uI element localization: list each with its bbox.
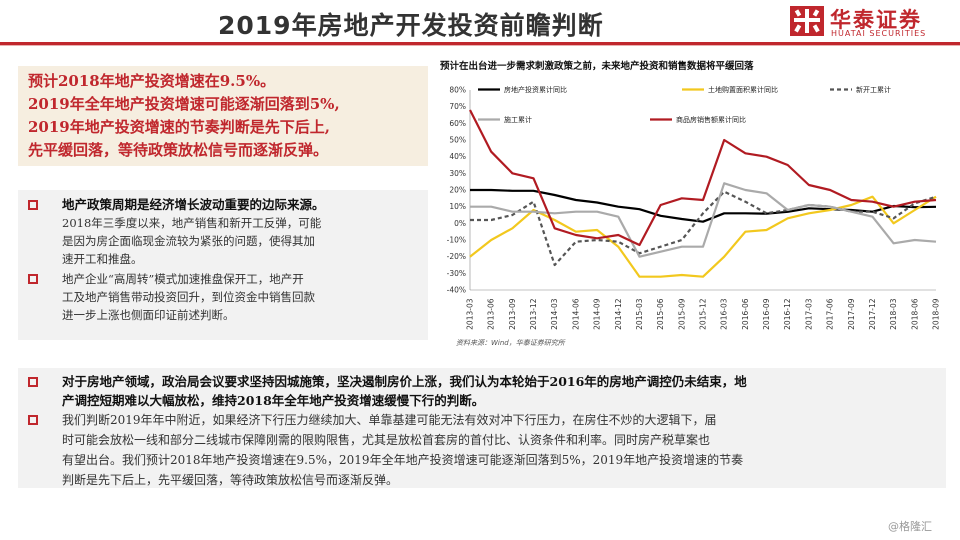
series-line bbox=[470, 190, 937, 267]
y-tick-label: -20% bbox=[447, 252, 466, 261]
highlight-box: 预计2018年地产投资增速在9.5%。 2019年全年地产投资增速可能逐渐回落到… bbox=[18, 66, 428, 166]
bullet-point: 我们判断2019年年中附近，如果经济下行压力继续加大、单靠基建可能无法有效对冲下… bbox=[28, 410, 936, 490]
series-line bbox=[469, 109, 937, 247]
bullet-point: 对于房地产领域，政治局会议要求坚持因城施策，坚决遏制房价上涨，我们认为本轮始于2… bbox=[28, 372, 936, 410]
bullet-body-line: 地产企业“高周转”模式加速推盘保开工，地产开 bbox=[62, 272, 304, 286]
x-tick-label: 2016-09 bbox=[762, 298, 771, 330]
highlight-line: 预计2018年地产投资增速在9.5%。 bbox=[28, 72, 276, 90]
brand-logo: 华泰证券 HUATAI SECURITIES bbox=[790, 4, 950, 40]
x-tick-label: 2013-12 bbox=[529, 298, 538, 330]
y-tick-label: -30% bbox=[447, 269, 466, 278]
y-tick-label: 40% bbox=[449, 152, 466, 161]
square-bullet-icon bbox=[28, 274, 38, 284]
square-bullet-icon bbox=[28, 377, 38, 387]
x-tick-label: 2016-06 bbox=[741, 298, 750, 330]
x-tick-label: 2017-12 bbox=[868, 298, 877, 330]
x-tick-label: 2017-06 bbox=[826, 298, 835, 330]
x-tick-label: 2015-06 bbox=[656, 298, 665, 330]
y-tick-label: 70% bbox=[449, 102, 466, 111]
highlight-line: 先平缓回落，等待政策放松信号而逐渐反弹。 bbox=[28, 141, 329, 159]
x-tick-label: 2017-09 bbox=[847, 298, 856, 330]
huatai-logo-icon bbox=[790, 6, 824, 36]
x-tick-label: 2014-03 bbox=[550, 298, 559, 330]
legend-label: 土地购置面积累计同比 bbox=[708, 85, 778, 94]
legend-label: 新开工累计 bbox=[856, 85, 891, 94]
y-tick-label: 10% bbox=[449, 202, 466, 211]
logo-text-en: HUATAI SECURITIES bbox=[831, 29, 927, 38]
legend-label: 房地产投资累计同比 bbox=[504, 85, 567, 94]
square-bullet-icon bbox=[28, 200, 38, 210]
x-tick-label: 2014-12 bbox=[614, 298, 623, 330]
x-tick-label: 2015-12 bbox=[699, 298, 708, 330]
bullet-body-line: 速开工和推盘。 bbox=[62, 252, 143, 266]
series-line bbox=[469, 195, 937, 278]
line-chart: 80% 70% 60% 50% 40% 30% 20% 10% 0% -10% -20% -30% -4… bbox=[447, 85, 941, 330]
bullet-body-line: 工及地产销售带动投资回升，到位资金中销售回款 bbox=[62, 290, 315, 304]
x-tick-label: 2018-09 bbox=[932, 298, 941, 330]
x-tick-label: 2014-06 bbox=[571, 298, 580, 330]
bullet-body-line: 有望出台。我们预计2018年地产投资增速在9.5%，2019年全年地产投资增速可… bbox=[62, 453, 744, 467]
x-tick-label: 2017-03 bbox=[804, 298, 813, 330]
y-tick-label: 30% bbox=[449, 169, 466, 178]
left-points-box: 地产政策周期是经济增长波动重要的边际来源。 2018年三季度以来，地产销售和新开… bbox=[18, 190, 428, 340]
bullet-body-line: 时可能会放松一线和部分二线城市保障刚需的限购限售，尤其是放松首套房的首付比、认资… bbox=[62, 433, 711, 447]
bottom-points-box: 对于房地产领域，政治局会议要求坚持因城施策，坚决遏制房价上涨，我们认为本轮始于2… bbox=[18, 368, 946, 488]
x-tick-label: 2018-03 bbox=[889, 298, 898, 330]
highlight-line: 2019年全年地产投资增速可能逐渐回落到5%, bbox=[28, 95, 340, 113]
y-tick-label: -10% bbox=[447, 236, 466, 245]
x-tick-label: 2015-03 bbox=[635, 298, 644, 330]
bullet-point: 地产政策周期是经济增长波动重要的边际来源。 2018年三季度以来，地产销售和新开… bbox=[28, 196, 420, 268]
bullet-heading: 对于房地产领域，政治局会议要求坚持因城施策，坚决遏制房价上涨，我们认为本轮始于2… bbox=[62, 374, 747, 389]
x-tick-label: 2016-03 bbox=[720, 298, 729, 330]
title-divider bbox=[0, 42, 960, 45]
highlight-line: 2019年地产投资增速的节奏判断是先下后上, bbox=[28, 118, 330, 136]
bullet-point: 地产企业“高周转”模式加速推盘保开工，地产开 工及地产销售带动投资回升，到位资金… bbox=[28, 270, 420, 324]
bullet-body-line: 进一步上涨也侧面印证前述判断。 bbox=[62, 308, 235, 322]
slide-title: 2019年房地产开发投资前瞻判断 bbox=[218, 11, 604, 40]
y-tick-label: 60% bbox=[449, 119, 466, 128]
series-line bbox=[470, 188, 937, 223]
logo-text-cn: 华泰证券 bbox=[830, 8, 922, 32]
x-tick-label: 2014-09 bbox=[593, 298, 602, 330]
y-tick-label: 80% bbox=[449, 86, 466, 95]
bullet-body-line: 是因为房企面临现金流较为紧张的问题，使得其加 bbox=[62, 234, 315, 248]
x-tick-label: 2018-06 bbox=[910, 298, 919, 330]
title-underline bbox=[0, 45, 960, 46]
y-tick-label: 0% bbox=[454, 219, 466, 228]
watermark: @格隆汇 bbox=[888, 520, 932, 533]
x-tick-label: 2013-06 bbox=[487, 298, 496, 330]
bullet-heading: 地产政策周期是经济增长波动重要的边际来源。 bbox=[62, 197, 325, 212]
x-tick-label: 2016-12 bbox=[783, 298, 792, 330]
bullet-body-line: 我们判断2019年年中附近，如果经济下行压力继续加大、单靠基建可能无法有效对冲下… bbox=[62, 413, 717, 427]
y-tick-label: 20% bbox=[449, 186, 466, 195]
y-tick-label: 50% bbox=[449, 136, 466, 145]
bullet-body-line: 判断是先下后上，先平缓回落，等待政策放松信号而逐渐反弹。 bbox=[62, 473, 399, 487]
x-tick-label: 2015-09 bbox=[677, 298, 686, 330]
chart-source: 资料来源：Wind，华泰证券研究所 bbox=[456, 339, 565, 347]
square-bullet-icon bbox=[28, 415, 38, 425]
x-tick-label: 2013-03 bbox=[466, 298, 475, 330]
x-tick-label: 2013-09 bbox=[508, 298, 517, 330]
bullet-body-line: 2018年三季度以来，地产销售和新开工反弹，可能 bbox=[62, 216, 322, 230]
y-tick-label: -40% bbox=[447, 286, 466, 295]
chart-title: 预计在出台进一步需求刺激政策之前，未来地产投资和销售数据将平缓回落 bbox=[440, 61, 754, 72]
legend-label: 商品房销售额累计同比 bbox=[676, 115, 746, 124]
legend-label: 施工累计 bbox=[504, 115, 532, 124]
bullet-heading: 产调控短期难以大幅放松，维持2018年全年地产投资增速缓慢下行的判断。 bbox=[62, 393, 485, 408]
